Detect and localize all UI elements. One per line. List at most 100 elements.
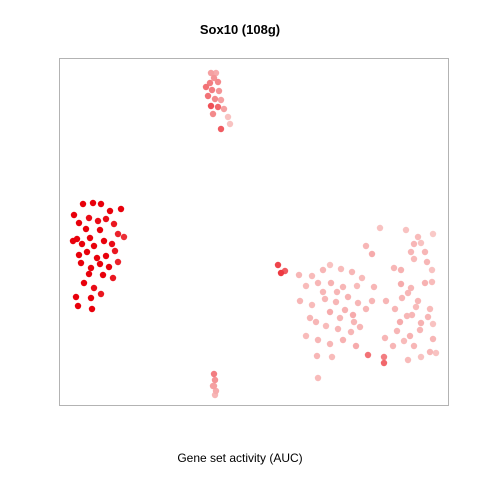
scatter-point: [79, 200, 87, 208]
scatter-point: [75, 251, 83, 259]
scatter-point: [416, 326, 424, 334]
scatter-point: [220, 105, 228, 113]
scatter-point: [295, 271, 303, 279]
scatter-point: [336, 314, 344, 322]
scatter-point: [94, 217, 102, 225]
scatter-point: [214, 103, 222, 111]
scatter-point: [117, 205, 125, 213]
scatter-point: [426, 348, 434, 356]
plot-area: [59, 58, 449, 406]
scatter-point: [429, 335, 437, 343]
scatter-point: [326, 261, 334, 269]
scatter-point: [414, 297, 422, 305]
scatter-point: [408, 311, 416, 319]
scatter-point: [111, 247, 119, 255]
scatter-point: [428, 278, 436, 286]
scatter-point: [403, 312, 411, 320]
scatter-point: [423, 258, 431, 266]
chart-title: Sox10 (108g): [199, 22, 281, 37]
scatter-point: [204, 92, 212, 100]
scatter-point: [226, 120, 234, 128]
scatter-point: [358, 274, 366, 282]
scatter-point: [350, 318, 358, 326]
scatter-point: [364, 351, 372, 359]
scatter-point: [207, 102, 215, 110]
scatter-point: [417, 353, 425, 361]
scatter-point: [302, 332, 310, 340]
scatter-point: [328, 353, 336, 361]
scatter-point: [214, 78, 222, 86]
scatter-point: [208, 86, 216, 94]
scatter-point: [396, 318, 404, 326]
scatter-point: [86, 234, 94, 242]
scatter-point: [85, 270, 93, 278]
scatter-point: [217, 96, 225, 104]
scatter-point: [404, 289, 412, 297]
scatter-point: [368, 297, 376, 305]
scatter-point: [88, 305, 96, 313]
scatter-point: [344, 293, 352, 301]
scatter-point: [211, 95, 219, 103]
scatter-point: [105, 263, 113, 271]
scatter-point: [97, 290, 105, 298]
scatter-point: [380, 359, 388, 367]
scatter-point: [215, 87, 223, 95]
scatter-point: [211, 376, 219, 384]
scatter-point: [398, 294, 406, 302]
scatter-point: [277, 269, 285, 277]
scatter-point: [314, 336, 322, 344]
scatter-point: [326, 340, 334, 348]
scatter-point: [120, 233, 128, 241]
scatter-point: [114, 230, 122, 238]
scatter-point: [417, 319, 425, 327]
scatter-point: [306, 314, 314, 322]
scatter-point: [89, 199, 97, 207]
scatter-point: [352, 342, 360, 350]
scatter-point: [274, 261, 282, 269]
scatter-point: [97, 200, 105, 208]
scatter-point: [72, 293, 80, 301]
scatter-point: [341, 306, 349, 314]
scatter-point: [397, 266, 405, 274]
scatter-point: [327, 279, 335, 287]
scatter-point: [412, 303, 420, 311]
scatter-point: [85, 214, 93, 222]
scatter-point: [87, 294, 95, 302]
scatter-point: [391, 305, 399, 313]
scatter-point: [356, 323, 364, 331]
scatter-point: [302, 282, 310, 290]
scatter-point: [322, 322, 330, 330]
scatter-point: [224, 113, 232, 121]
x-axis-label: Gene set activity (AUC): [177, 451, 303, 465]
scatter-point: [417, 239, 425, 247]
scatter-point: [202, 83, 210, 91]
scatter-point: [393, 327, 401, 335]
scatter-point: [90, 284, 98, 292]
scatter-point: [212, 69, 220, 77]
scatter-point: [354, 299, 362, 307]
scatter-point: [75, 219, 83, 227]
scatter-point: [426, 305, 434, 313]
scatter-point: [110, 220, 118, 228]
scatter-point: [348, 268, 356, 276]
scatter-point: [308, 301, 316, 309]
scatter-point: [87, 264, 95, 272]
scatter-point: [407, 284, 415, 292]
scatter-point: [432, 349, 440, 357]
scatter-point: [390, 264, 398, 272]
scatter-point: [370, 283, 378, 291]
scatter-point: [212, 387, 220, 395]
scatter-point: [96, 226, 104, 234]
scatter-point: [207, 69, 215, 77]
scatter-point: [362, 242, 370, 250]
scatter-point: [69, 237, 77, 245]
scatter-point: [96, 260, 104, 268]
scatter-point: [217, 125, 225, 133]
scatter-point: [78, 240, 86, 248]
scatter-point: [106, 207, 114, 215]
scatter-point: [314, 374, 322, 382]
scatter-point: [314, 279, 322, 287]
scatter-point: [102, 252, 110, 260]
scatter-point: [347, 328, 355, 336]
